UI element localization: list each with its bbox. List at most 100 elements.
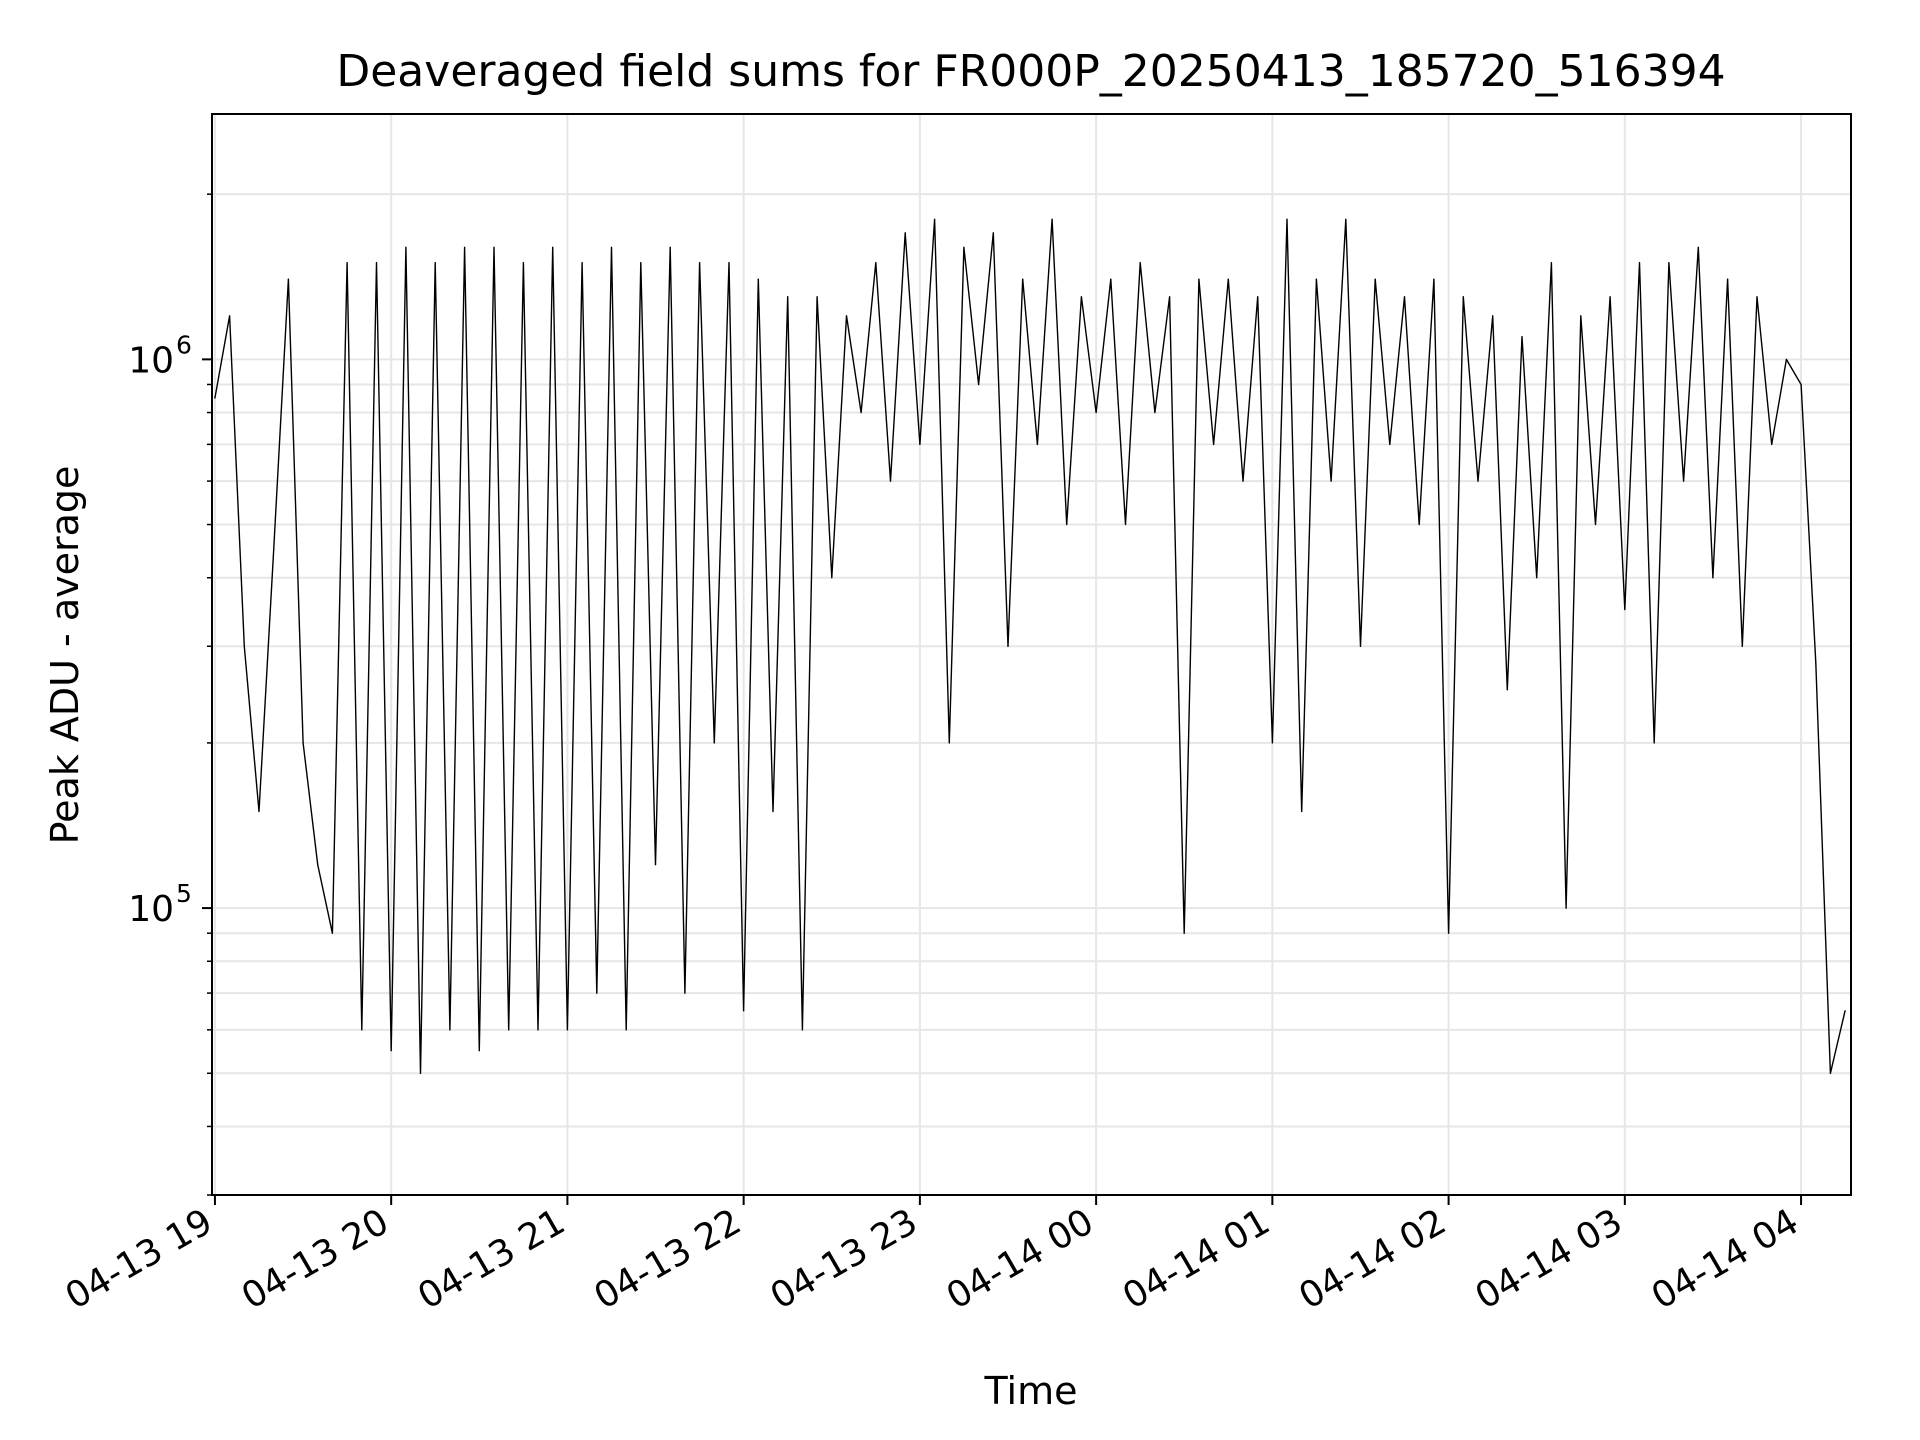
data-point bbox=[919, 443, 921, 445]
data-point bbox=[860, 411, 862, 414]
data-point bbox=[904, 232, 906, 234]
data-point bbox=[625, 1029, 627, 1031]
data-point bbox=[1727, 278, 1729, 280]
data-point bbox=[1653, 742, 1655, 744]
data-point bbox=[434, 262, 436, 264]
data-point bbox=[522, 262, 525, 264]
data-point bbox=[537, 1029, 539, 1031]
data-point bbox=[1007, 645, 1009, 647]
data-point bbox=[1022, 278, 1024, 280]
data-point bbox=[1756, 296, 1758, 298]
y-tick-label-base: 10 bbox=[128, 340, 174, 381]
data-point bbox=[1580, 315, 1582, 317]
data-point bbox=[1844, 1010, 1846, 1012]
y-tick-label: 10 5 bbox=[128, 879, 192, 930]
data-point bbox=[1477, 480, 1479, 482]
data-point bbox=[699, 262, 701, 264]
data-point bbox=[684, 992, 686, 994]
data-point bbox=[317, 864, 319, 866]
data-point bbox=[1198, 278, 1200, 280]
data-point bbox=[934, 218, 936, 220]
data-point bbox=[1771, 443, 1773, 445]
data-point bbox=[1448, 932, 1450, 934]
data-point bbox=[1213, 443, 1215, 445]
data-point bbox=[669, 246, 671, 248]
data-point bbox=[464, 246, 466, 248]
data-point bbox=[1080, 296, 1082, 298]
data-point bbox=[1741, 645, 1743, 647]
data-point bbox=[978, 383, 980, 386]
data-point bbox=[610, 246, 613, 248]
data-point bbox=[1403, 296, 1406, 298]
data-point bbox=[375, 262, 378, 264]
data-point bbox=[1624, 608, 1626, 611]
data-point bbox=[875, 262, 877, 264]
data-point bbox=[1536, 577, 1538, 579]
data-point bbox=[1668, 262, 1670, 264]
data-point bbox=[566, 1029, 569, 1031]
data-point bbox=[1565, 907, 1567, 909]
data-point bbox=[1286, 218, 1288, 220]
data-point bbox=[361, 1029, 363, 1031]
data-point bbox=[596, 992, 598, 994]
data-point bbox=[1389, 443, 1391, 445]
data-point bbox=[801, 1029, 804, 1031]
data-point bbox=[1609, 296, 1611, 298]
data-point bbox=[640, 262, 642, 264]
data-point bbox=[478, 1050, 480, 1052]
data-point bbox=[1462, 296, 1464, 298]
y-tick-label-base: 10 bbox=[128, 889, 174, 930]
data-point bbox=[772, 810, 774, 813]
data-point bbox=[1697, 246, 1699, 248]
data-point bbox=[1638, 262, 1641, 264]
data-point bbox=[1110, 278, 1112, 280]
y-tick-label-exponent: 5 bbox=[176, 879, 192, 908]
data-point bbox=[273, 549, 275, 551]
data-point bbox=[1433, 278, 1435, 280]
data-point bbox=[1315, 278, 1317, 280]
data-point bbox=[1345, 218, 1347, 220]
data-point bbox=[1183, 932, 1185, 934]
data-point bbox=[1257, 296, 1259, 298]
data-point bbox=[1829, 1072, 1831, 1074]
data-point bbox=[728, 262, 730, 264]
data-point bbox=[405, 246, 407, 248]
data-point bbox=[1139, 262, 1141, 264]
data-point bbox=[1521, 336, 1523, 338]
data-point bbox=[1271, 742, 1273, 744]
data-point bbox=[1683, 480, 1685, 482]
data-point bbox=[1154, 411, 1156, 414]
data-point bbox=[508, 1029, 510, 1031]
y-tick-label: 10 6 bbox=[128, 330, 192, 381]
y-axis-label: Peak ADU - average bbox=[43, 466, 87, 845]
series-layer bbox=[214, 218, 1846, 1075]
data-point bbox=[1301, 810, 1303, 813]
data-point bbox=[654, 864, 657, 866]
data-point bbox=[816, 296, 818, 298]
data-point bbox=[258, 810, 260, 813]
data-point bbox=[1169, 296, 1171, 298]
data-point bbox=[1492, 315, 1494, 317]
data-point bbox=[493, 246, 495, 248]
data-point bbox=[243, 645, 245, 647]
data-point bbox=[1095, 411, 1097, 414]
data-point bbox=[1800, 383, 1802, 386]
data-point bbox=[757, 278, 759, 280]
data-point bbox=[214, 397, 216, 399]
data-point bbox=[1418, 523, 1420, 526]
data-point bbox=[948, 742, 950, 744]
data-point bbox=[1227, 278, 1229, 280]
data-point bbox=[787, 296, 789, 298]
data-point bbox=[346, 262, 348, 264]
y-tick-label-exponent: 6 bbox=[176, 330, 192, 359]
data-point bbox=[581, 262, 583, 264]
series-line bbox=[214, 218, 1846, 1075]
data-point bbox=[1066, 523, 1068, 526]
data-point bbox=[1036, 443, 1038, 445]
data-point bbox=[1506, 689, 1508, 691]
data-point bbox=[1785, 358, 1787, 360]
data-point bbox=[287, 278, 289, 280]
data-point bbox=[1124, 523, 1127, 526]
